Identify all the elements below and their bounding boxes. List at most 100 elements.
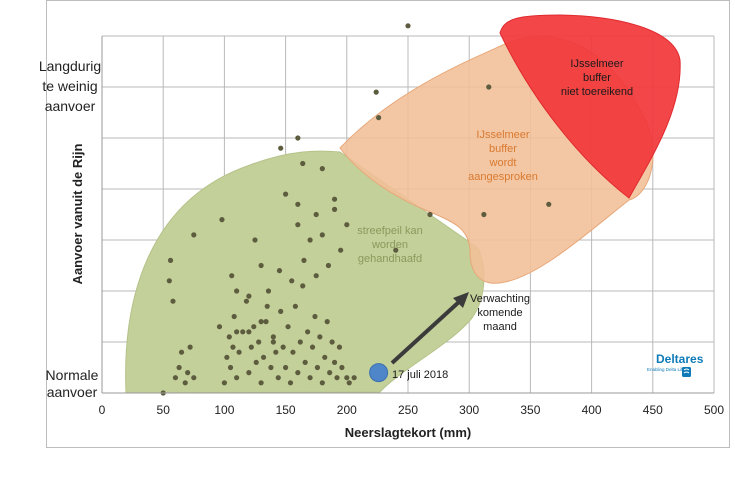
data-point [260, 354, 267, 360]
data-point [265, 288, 272, 294]
data-point [312, 313, 318, 320]
region-buffer-niet-toereikend [499, 14, 681, 199]
y-label-bottom-line1: Normale [46, 367, 99, 383]
y-label-top-line1: Langdurig [39, 58, 101, 74]
forecast-arrow-head [453, 292, 469, 308]
data-point [226, 334, 232, 340]
data-point [324, 319, 330, 325]
data-point [243, 298, 250, 304]
data-point [313, 211, 319, 218]
data-point [263, 319, 269, 325]
data-point [276, 268, 283, 274]
data-point [295, 370, 301, 376]
data-point [178, 349, 185, 355]
data-point [176, 364, 182, 371]
x-tick-label: 50 [157, 403, 171, 417]
chart-frame [46, 0, 730, 448]
data-point [283, 364, 289, 371]
data-point [329, 339, 335, 345]
data-point [327, 370, 333, 376]
data-point [307, 237, 313, 243]
logo-tagline: Enabling Delta Life [647, 367, 685, 372]
data-point [258, 319, 264, 325]
data-point [319, 380, 325, 386]
y-label-top-line3: aanvoer [45, 98, 96, 114]
data-point [338, 247, 344, 253]
data-point [234, 288, 240, 294]
data-point [252, 237, 258, 243]
data-point [224, 354, 230, 360]
data-point [273, 349, 279, 355]
data-point [246, 370, 252, 376]
data-point [172, 375, 179, 381]
region-label-green-line3: gehandhaafd [358, 253, 422, 265]
data-point [346, 380, 352, 386]
data-point [227, 364, 234, 371]
data-point [295, 135, 301, 141]
annotation-forecast-line1: Verwachting [470, 293, 530, 305]
data-point [295, 222, 301, 228]
region-layer [125, 14, 681, 394]
data-point [344, 375, 350, 381]
chart-labels: Langdurig te weinig aanvoer Normale aanv… [39, 58, 704, 440]
data-point [240, 329, 246, 335]
region-label-red-line1: IJsselmeer [570, 58, 624, 70]
region-label-red-line2: buffer [583, 72, 611, 84]
data-point [234, 375, 240, 381]
data-point [301, 257, 307, 263]
data-point [275, 375, 281, 381]
data-point [230, 344, 236, 350]
data-point [339, 364, 345, 371]
data-point [290, 349, 296, 355]
data-point [185, 370, 191, 376]
data-point [393, 247, 399, 253]
data-point [331, 206, 338, 212]
data-point [231, 313, 237, 320]
data-point [246, 293, 252, 299]
data-point [297, 339, 303, 345]
data-point [313, 273, 319, 279]
data-point [314, 364, 321, 371]
data-point [373, 89, 379, 95]
data-point [302, 359, 308, 365]
data-point [248, 344, 254, 350]
logo-wave-icon [683, 368, 690, 374]
data-point [253, 359, 259, 365]
data-point [219, 217, 225, 223]
axes: 0 50 100 150 200 250 300 350 400 450 500 [99, 36, 724, 417]
data-point [309, 344, 316, 350]
x-tick-label: 250 [398, 403, 418, 417]
annotation-forecast-line2: komende [477, 307, 522, 319]
data-point [258, 262, 264, 269]
data-point [305, 329, 311, 335]
logo-wordmark: Deltares [656, 352, 704, 366]
annotation-forecast-line3: maand [483, 321, 517, 333]
x-tick-label: 400 [582, 403, 602, 417]
data-point [344, 222, 350, 228]
region-label-orange-line2: buffer [489, 143, 517, 155]
data-point [278, 308, 284, 314]
data-point [331, 196, 338, 202]
data-point [270, 339, 276, 345]
data-point [264, 303, 270, 309]
data-point [376, 115, 382, 121]
data-point [300, 160, 306, 167]
data-point [405, 23, 411, 29]
forecast-arrow [390, 299, 462, 365]
region-label-green-line1: streefpeil kan [357, 225, 422, 237]
data-point [289, 278, 295, 284]
data-point [166, 278, 172, 284]
x-tick-label: 300 [459, 403, 479, 417]
data-point [256, 339, 262, 345]
data-point [278, 145, 284, 151]
data-point [191, 232, 197, 238]
y-label-top-line2: te weinig [42, 78, 97, 94]
data-point [285, 324, 291, 330]
annotation-date: 17 juli 2018 [392, 369, 448, 381]
deltares-logo: Deltares Enabling Delta Life [647, 352, 704, 377]
data-point [295, 201, 301, 207]
data-point [251, 324, 257, 330]
x-tick-label: 150 [276, 403, 296, 417]
